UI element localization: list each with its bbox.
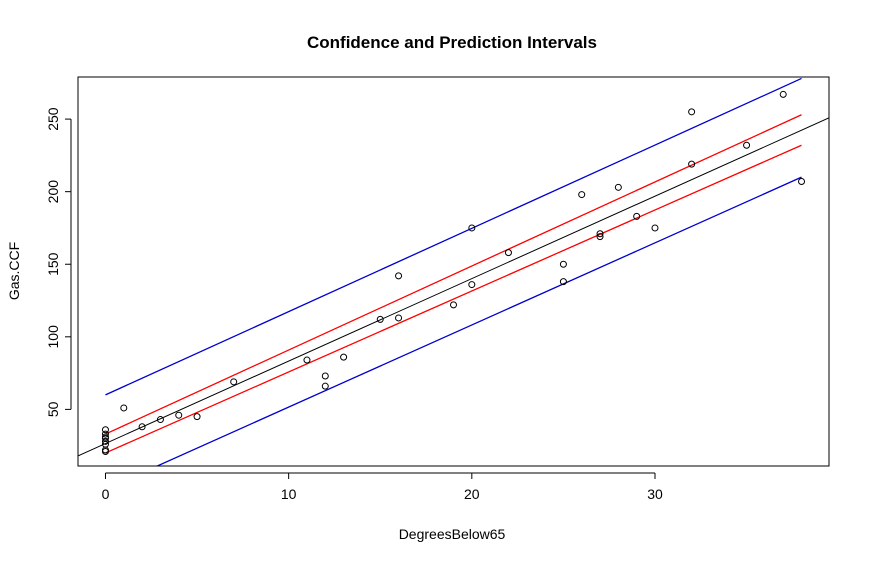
data-point	[138, 423, 146, 431]
x-tick-label: 10	[281, 486, 297, 502]
data-point	[101, 426, 109, 434]
data-point	[651, 224, 659, 232]
y-tick-label: 50	[45, 401, 61, 417]
data-point	[120, 404, 128, 412]
data-point	[303, 356, 311, 364]
data-point	[614, 183, 622, 191]
data-point	[156, 416, 164, 424]
data-point	[596, 233, 604, 241]
interval-lines	[78, 77, 829, 466]
data-point	[596, 230, 604, 238]
y-tick-label: 200	[45, 180, 61, 204]
fit-line	[78, 117, 829, 457]
y-tick-label: 150	[45, 252, 61, 276]
x-axis-label: DegreesBelow65	[399, 526, 506, 542]
data-point	[340, 353, 348, 361]
x-tick-label: 20	[464, 486, 480, 502]
prediction-interval-upper	[105, 77, 802, 396]
scatter-points	[101, 90, 806, 455]
data-point	[688, 108, 696, 116]
data-point	[101, 447, 109, 455]
plot-frame	[77, 76, 830, 467]
y-axis: 50 100 150 200 250	[45, 107, 72, 417]
data-point	[578, 191, 586, 199]
data-point	[101, 437, 109, 445]
data-point	[633, 212, 641, 220]
data-point	[376, 315, 384, 323]
x-axis: 0 10 20 30	[102, 472, 663, 502]
data-point	[175, 411, 183, 419]
y-tick-label: 100	[45, 325, 61, 349]
confidence-interval-upper	[105, 114, 802, 435]
data-point	[559, 260, 567, 268]
y-axis-label: Gas.CCF	[6, 242, 22, 300]
data-point	[504, 249, 512, 257]
x-tick-label: 30	[647, 486, 663, 502]
x-tick-label: 0	[102, 486, 110, 502]
data-point	[395, 272, 403, 280]
data-point	[779, 90, 787, 98]
data-point	[798, 178, 806, 186]
prediction-interval-lower	[155, 176, 802, 466]
data-point	[688, 160, 696, 168]
data-point	[743, 141, 751, 149]
data-point	[468, 281, 476, 289]
y-tick-label: 250	[45, 107, 61, 131]
data-point	[450, 301, 457, 309]
data-point	[101, 430, 109, 438]
data-point	[193, 413, 201, 421]
data-point	[468, 224, 476, 232]
confidence-interval-lower	[105, 144, 802, 454]
data-point	[230, 378, 238, 386]
data-point	[559, 278, 567, 286]
data-point	[321, 382, 329, 390]
data-point	[321, 372, 329, 380]
chart-title: Confidence and Prediction Intervals	[307, 33, 597, 52]
data-point	[395, 314, 403, 322]
